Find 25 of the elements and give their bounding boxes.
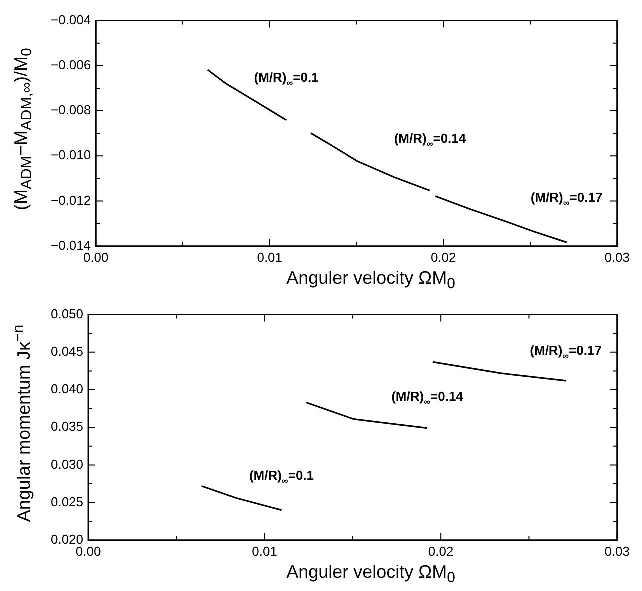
x-tick-label: 0.02 <box>428 544 454 559</box>
y-tick-label: −0.008 <box>51 102 92 118</box>
x-tick-label: 0.03 <box>604 250 630 265</box>
y-tick-label: −0.010 <box>51 148 92 163</box>
y-tick-label: 0.040 <box>50 382 84 397</box>
y-tick-label: 0.030 <box>50 456 84 472</box>
series-label: (M/R)∞=0.1 <box>249 468 314 486</box>
y-tick-label: 0.035 <box>50 419 84 434</box>
x-tick-label: 0.01 <box>252 544 278 559</box>
series-label: (M/R)∞=0.14 <box>394 131 467 150</box>
y-tick-label: −0.006 <box>51 58 92 72</box>
series-label: (M/R)∞=0.1 <box>254 70 319 88</box>
legend-label: (M/R)∞=0.17 <box>530 343 602 361</box>
y-tick-label: 0.045 <box>50 344 84 359</box>
x-axis-title: Anguler velocity ΩM$_{0}$ <box>286 562 456 587</box>
x-tick-label: 0.01 <box>257 250 283 265</box>
y-tick-label: 0.025 <box>50 494 84 510</box>
x-tick-label: 0.02 <box>430 250 456 265</box>
x-tick-label: 0.03 <box>604 544 630 559</box>
x-axis-title: Anguler velocity ΩM$_{0}$ <box>286 268 456 293</box>
y-tick-label: −0.012 <box>51 192 92 208</box>
legend-label: (M/R)∞=0.17 <box>530 190 603 208</box>
y-tick-label: 0.050 <box>50 306 84 322</box>
y-tick-label: −0.004 <box>51 12 92 28</box>
series-label: (M/R)∞=0.14 <box>392 388 464 407</box>
